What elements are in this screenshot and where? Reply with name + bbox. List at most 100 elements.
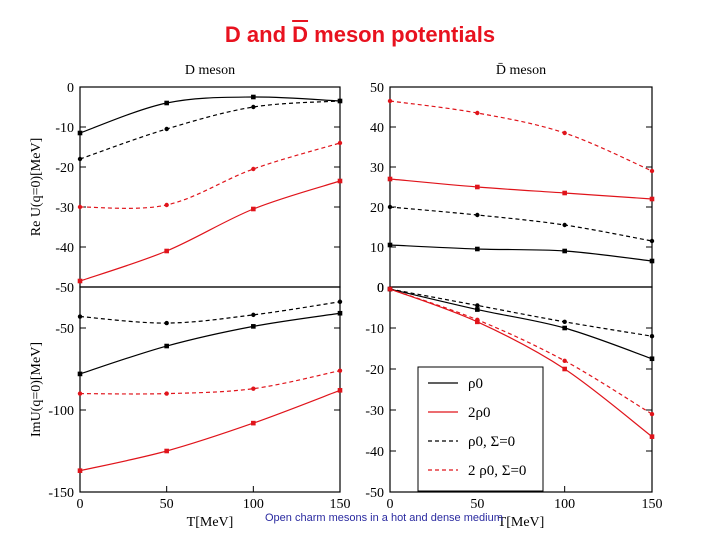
- series-line: [79, 370, 341, 395]
- y-tick-label: -10: [365, 322, 384, 337]
- legend-label: 2ρ0: [468, 405, 491, 421]
- data-point: [475, 184, 480, 190]
- data-point: [475, 317, 480, 322]
- data-point: [337, 98, 343, 104]
- y-tick-label: 50: [370, 81, 384, 96]
- data-point: [475, 246, 480, 252]
- y-tick-label: -40: [365, 445, 384, 460]
- series-line: [79, 180, 341, 282]
- series-line: [389, 206, 653, 242]
- x-tick-label: 0: [77, 497, 84, 512]
- data-point: [164, 202, 169, 208]
- y-tick-label: -40: [55, 241, 74, 256]
- x-tick-label: 50: [160, 497, 174, 512]
- y-tick-label: 20: [370, 201, 384, 216]
- legend: ρ0 2ρ0 ρ0, Σ=0 2 ρ0, Σ=0: [417, 366, 544, 492]
- data-point: [164, 126, 169, 132]
- series-line: [389, 100, 653, 172]
- data-point: [77, 130, 83, 136]
- legend-label: 2 ρ0, Σ=0: [468, 463, 526, 479]
- data-point: [387, 204, 393, 210]
- series-line: [79, 96, 341, 134]
- chart-panel-1: 0 -10 -20 -30 -40 -50 D meson Re U(q=0)[MeV]: [29, 63, 343, 296]
- data-point: [164, 448, 169, 454]
- data-point: [77, 156, 83, 162]
- series-line: [79, 389, 341, 472]
- x-axis-label: T[MeV]: [498, 515, 545, 530]
- y-axis-label: Re U(q=0)[MeV]: [29, 138, 44, 236]
- data-point: [649, 196, 655, 202]
- plot-frame: [389, 86, 653, 288]
- series-line: [389, 288, 653, 438]
- y-tick-label: -100: [48, 404, 74, 419]
- y-tick-label: -30: [55, 201, 74, 216]
- panel-title: D̄ meson: [496, 62, 546, 78]
- data-point: [337, 178, 343, 184]
- plot-frame: [389, 286, 653, 493]
- data-point: [562, 325, 567, 331]
- x-axis-label: T[MeV]: [187, 515, 234, 530]
- data-point: [649, 434, 655, 439]
- legend-label: ρ0: [468, 376, 483, 392]
- series-line: [389, 288, 653, 337]
- data-point: [562, 366, 567, 372]
- data-point: [562, 190, 567, 196]
- series-line: [79, 312, 341, 375]
- series-line: [79, 301, 341, 324]
- data-point: [337, 299, 343, 304]
- y-tick-label: 0: [67, 81, 74, 96]
- slide-footer: Open charm mesons in a hot and dense med…: [265, 512, 503, 524]
- data-point: [649, 238, 655, 244]
- data-point: [251, 104, 256, 110]
- data-point: [387, 286, 393, 292]
- data-point: [251, 94, 256, 100]
- data-point: [77, 391, 83, 396]
- y-tick-label: -50: [55, 322, 74, 337]
- data-point: [649, 258, 655, 264]
- data-point: [562, 222, 567, 228]
- slide-title: D and D meson potentials: [224, 22, 496, 47]
- data-point: [337, 388, 343, 393]
- y-tick-label: -10: [55, 121, 74, 136]
- plot-frame: [79, 286, 341, 493]
- y-tick-label: -20: [365, 363, 384, 378]
- y-tick-label: 30: [370, 161, 384, 176]
- data-point: [562, 130, 567, 136]
- data-point: [77, 204, 83, 210]
- data-point: [475, 110, 480, 116]
- data-point: [649, 168, 655, 174]
- x-tick-label: 150: [330, 497, 351, 512]
- x-tick-label: 100: [554, 497, 575, 512]
- data-point: [337, 368, 343, 373]
- series-line: [389, 288, 653, 415]
- chart-panel-4: 0-10-20-30-40-500 50 100 150T[MeV]ρ02ρ0ρ0, …: [365, 281, 662, 530]
- data-point: [251, 420, 256, 426]
- x-tick-label: 150: [642, 497, 663, 512]
- data-point: [562, 319, 567, 325]
- data-point: [475, 212, 480, 218]
- data-point: [77, 278, 83, 284]
- series-line: [389, 244, 653, 262]
- data-point: [164, 343, 169, 349]
- data-point: [251, 206, 256, 212]
- data-point: [649, 356, 655, 362]
- y-tick-label: 0: [377, 281, 384, 296]
- y-tick-label: 10: [370, 241, 384, 256]
- legend-label: ρ0, Σ=0: [468, 434, 515, 450]
- data-point: [77, 468, 83, 473]
- data-point: [164, 100, 169, 106]
- data-point: [562, 248, 567, 254]
- y-tick-label: -150: [48, 486, 74, 501]
- data-point: [387, 176, 393, 182]
- data-point: [475, 303, 480, 308]
- x-tick-label: 0: [387, 497, 394, 512]
- data-point: [251, 312, 256, 318]
- data-point: [77, 314, 83, 319]
- data-point: [337, 310, 343, 316]
- data-point: [251, 166, 256, 172]
- y-tick-label: -50: [55, 281, 74, 296]
- data-point: [649, 411, 655, 417]
- data-point: [387, 98, 393, 104]
